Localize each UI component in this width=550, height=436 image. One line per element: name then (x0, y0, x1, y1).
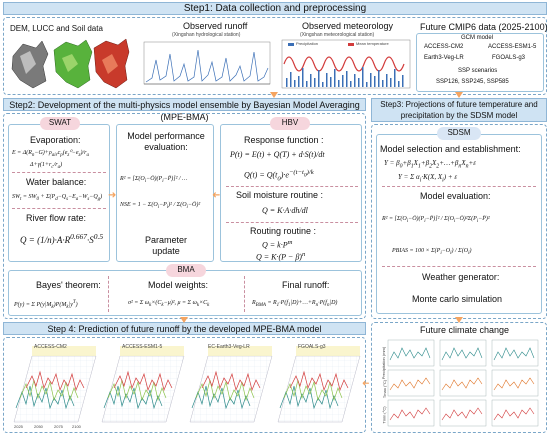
arrow-step2-step4 (180, 317, 188, 323)
regression-eq-1: Y = β0+β1X1+β2X2+…+βnXn+ε (384, 159, 476, 170)
step4-model-4: FGOALS-g3 (298, 344, 326, 350)
soil-moisture-label: Soil moisture routine : (236, 190, 324, 200)
response-eq-2: Q(t) = Q(t0)·e−(t−t0)/k (244, 169, 314, 183)
hbv-divider-1 (226, 186, 358, 187)
parameter-update-label: Parameter update (144, 235, 188, 256)
bma-divider-2 (244, 276, 245, 312)
climate-title: Future climate change (420, 325, 510, 335)
gcm-3: Earth3-Veg-LR (424, 55, 464, 61)
observed-meteo-chart (281, 39, 411, 89)
manning-eq: Q = (1/n)·A·R0.667·S0.5 (20, 232, 104, 245)
gcm-title: GCM model (461, 35, 494, 41)
performance-panel (116, 124, 214, 262)
sdsm-pill: SDSM (437, 127, 481, 140)
response-label: Response function : (244, 135, 324, 145)
year-2050: 2050 (34, 424, 43, 429)
chart-group-1 (13, 346, 97, 423)
swat-divider-1 (12, 172, 106, 173)
arrow-step1-step2 (270, 92, 278, 98)
gcm-4: FGOALS-g3 (492, 55, 526, 61)
sdsm-panel (376, 134, 542, 314)
selection-label: Model selection and establishment: (380, 144, 521, 154)
bma-divider-1 (108, 276, 109, 312)
water-balance-eq: SWt = SW0 + Σ(Pd−Qs−Ea−Ws−Qg) (12, 194, 103, 203)
monte-label: Monte carlo simulation (412, 294, 503, 304)
evaporation-eq: E = Δ(Rn−G)+ρaircp(ez⁰−ez)/ra (12, 150, 89, 159)
chart-group-2 (101, 346, 185, 423)
hbv-panel (220, 124, 362, 262)
gcm-2: ACCESS-ESM1-5 (488, 44, 537, 50)
water-balance-label: Water balance: (26, 177, 87, 187)
river-flow-label: River flow rate: (26, 213, 87, 223)
final-runoff-eq: RBMA = R1·P(f1|D)+…+Rn·P(fn|D) (252, 300, 338, 309)
legend-precip: Precipitation (296, 41, 319, 46)
evaporation-eq-denominator: Δ+γ(1+rc/ra) (30, 162, 63, 171)
weights-eq: σ² = Σ ωk×(Ck−μ)², μ = Σ ωk×Ck (128, 300, 210, 309)
bma-panel (8, 270, 362, 316)
data-input-label: DEM, LUCC and Soil data (10, 24, 103, 33)
arrow-swat-perf: ➜ (108, 190, 117, 201)
arrow-step3-climate (455, 317, 463, 323)
step2-banner: Step2: Development of the multi-physics … (3, 98, 366, 122)
observed-runoff-chart (143, 41, 271, 85)
observed-runoff-subtitle: (Xingshan hydrological station) (172, 32, 241, 38)
year-2100: 2100 (72, 424, 81, 429)
performance-title: Model performance evaluation: (127, 131, 205, 152)
weather-label: Weather generator: (422, 272, 500, 282)
ssp-list: SSP126, SSP245, SSP585 (436, 79, 509, 85)
response-eq-1: P(t) = E(t) + Q(T) + d·S(t)/dt (230, 150, 325, 159)
regression-eq-2: Y = Σ αi·K(X, Xi) + ε (398, 173, 458, 184)
climate-small-multiples (387, 339, 539, 427)
step4-frame (3, 337, 366, 433)
ssp-title: SSP scenarios (458, 68, 498, 74)
sdsm-divider-2 (382, 266, 536, 267)
r2-eq: R² = [Σ(Oi−Ō)(Pi−P̄)]² / … (120, 176, 188, 185)
year-2075: 2075 (54, 424, 63, 429)
year-2025: 2025 (14, 424, 23, 429)
hbv-divider-2 (226, 222, 358, 223)
bma-pill: BMA (166, 264, 206, 277)
climate-row-tmin (387, 399, 539, 427)
swat-pill: SWAT (40, 117, 80, 130)
step4-model-3: EC-Earth3-Veg-LR (208, 344, 250, 350)
sdsm-divider-1 (382, 186, 536, 187)
final-runoff-label: Final runoff: (282, 280, 330, 290)
evaporation-label: Evaporation: (30, 135, 81, 145)
nse-eq: NSE = 1 − Σ(Oi−Pi)² / Σ(Oi−Ō)² (120, 202, 201, 211)
climate-row-tmax (387, 369, 539, 397)
routing-eq-1: Q = k·Pm (262, 239, 293, 250)
step3-banner: Step3: Projections of future temperature… (371, 98, 547, 122)
routing-eq-2: Q = K·(P − β)n (256, 251, 306, 262)
arrow-hbv-perf: ➜ (212, 190, 221, 201)
chart-group-4 (277, 346, 361, 423)
arrow-climate-step4: ➜ (362, 378, 370, 388)
chart-group-3 (189, 346, 273, 423)
hbv-pill: HBV (270, 117, 310, 130)
input-maps (11, 38, 130, 89)
weights-label: Model weights: (148, 280, 209, 290)
runoff-projection-charts (13, 346, 361, 423)
step4-model-2: ACCESS-ESM1-5 (122, 344, 163, 350)
arrow-step1-step3 (455, 92, 463, 98)
step4-banner: Step 4: Prediction of future runoff by t… (3, 322, 366, 335)
pbias-eq: PBIAS = 100 × Σ(Pi−Oi) / Σ(Oi) (392, 248, 472, 257)
bayes-label: Bayes' theorem: (36, 280, 101, 290)
observed-meteo-title: Observed meteorology (302, 21, 394, 31)
step1-banner: Step1: Data collection and preprocessing (3, 2, 547, 15)
r2-sdsm-eq: R² = [Σ(Oi−Ō)(Pi−P̄)]² / Σ(Oi−Ō)²Σ(Pi−P̄… (382, 216, 490, 225)
climate-row-precip (387, 339, 539, 367)
cmip-box (416, 33, 544, 92)
legend-temp: Mean temperature (356, 41, 389, 46)
cmip-title: Future CMIP6 data (2025-2100) (420, 22, 548, 32)
soil-moisture-eq: Q = K·A·dh/dl (262, 206, 308, 215)
gcm-1: ACCESS-CM2 (424, 44, 464, 50)
observed-meteo-subtitle: (Xingshan meteorological station) (300, 32, 375, 38)
swat-divider-2 (12, 208, 106, 209)
routing-label: Routing routine : (250, 226, 317, 236)
bayes-eq: P(y) = Σ P(y|Mk)P(Mk|yT) (14, 300, 78, 311)
step4-model-1: ACCESS-CM2 (34, 344, 67, 350)
observed-runoff-title: Observed runoff (183, 21, 248, 31)
evaluation-label: Model evaluation: (420, 191, 491, 201)
